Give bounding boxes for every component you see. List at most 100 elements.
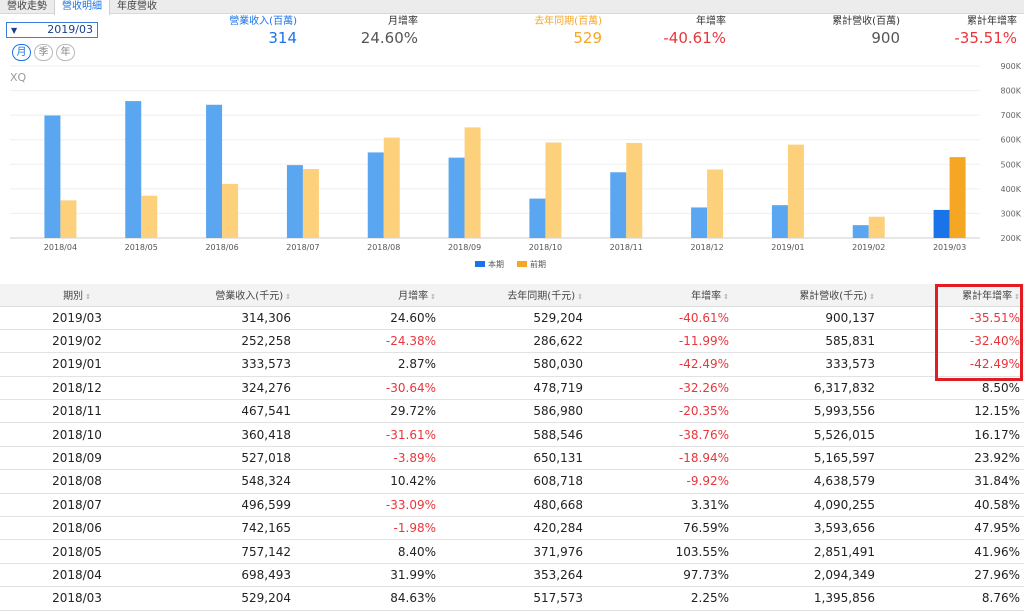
- table-cell: 2018/09: [0, 446, 130, 471]
- table-cell: 2,094,349: [731, 563, 877, 588]
- table-cell: 2018/04: [0, 563, 130, 588]
- column-header-label: 年增率: [691, 291, 722, 303]
- bar-previous: [383, 137, 400, 238]
- column-header[interactable]: 月增率 ⇕: [293, 284, 438, 307]
- bar-previous: [949, 157, 966, 238]
- table-cell: 286,622: [438, 329, 585, 354]
- table-cell: -42.49%: [585, 352, 731, 377]
- table-cell: 2019/03: [0, 306, 130, 330]
- metric-last-year: 去年同期(百萬) 529: [510, 16, 602, 48]
- column-header[interactable]: 去年同期(千元) ⇕: [438, 284, 585, 307]
- bar-current: [206, 104, 223, 238]
- metric-mom: 月增率 24.60%: [335, 16, 418, 48]
- x-tick-label: 2019/02: [852, 243, 885, 252]
- table-cell: 97.73%: [585, 563, 731, 588]
- table-cell: -31.61%: [293, 422, 438, 447]
- table-row: 2018/12 324,276 -30.64% 478,719 -32.26% 6,317…: [0, 376, 1024, 401]
- sort-icon[interactable]: ⇕: [723, 293, 729, 302]
- table-cell: 8.40%: [293, 539, 438, 564]
- metric-revenue: 營業收入(百萬) 314: [215, 16, 297, 48]
- table-cell: 31.99%: [293, 563, 438, 588]
- column-header[interactable]: 累計年增率 ⇕: [877, 284, 1024, 307]
- tab-revenue-detail[interactable]: 營收明細: [54, 0, 110, 15]
- tab-bar: 營收走勢 營收明細 年度營收: [0, 0, 1024, 15]
- table-cell: 742,165: [130, 516, 293, 541]
- y-tick-label: 800K: [1000, 87, 1021, 96]
- table-cell: 360,418: [130, 422, 293, 447]
- table-cell: 333,573: [731, 352, 877, 377]
- range-year-button[interactable]: 年: [56, 44, 75, 61]
- table-cell: 2,851,491: [731, 539, 877, 564]
- bar-previous: [626, 142, 643, 238]
- sort-icon[interactable]: ⇕: [577, 293, 583, 302]
- revenue-table: 期別 ⇕ 營業收入(千元) ⇕ 月增率 ⇕ 去年同期(千元) ⇕ 年增率 ⇕ 累計營收(千元) ⇕ 累計…: [0, 284, 1024, 611]
- bar-current: [367, 152, 384, 238]
- bar-previous: [868, 216, 885, 238]
- table-cell: 585,831: [731, 329, 877, 354]
- sort-icon[interactable]: ⇕: [85, 293, 91, 302]
- sort-icon[interactable]: ⇕: [430, 293, 436, 302]
- sort-icon[interactable]: ⇕: [285, 293, 291, 302]
- tab-annual-revenue[interactable]: 年度營收: [117, 1, 157, 12]
- range-selector: 月 季 年: [12, 44, 75, 61]
- bar-current: [852, 225, 869, 238]
- column-header[interactable]: 累計營收(千元) ⇕: [731, 284, 877, 307]
- table-cell: 84.63%: [293, 586, 438, 611]
- range-month-button[interactable]: 月: [12, 44, 31, 61]
- column-header[interactable]: 期別 ⇕: [0, 284, 130, 307]
- bar-current: [933, 209, 950, 238]
- metric-yoy-label: 年增率: [696, 16, 726, 27]
- table-cell: -32.40%: [877, 329, 1024, 354]
- table-cell: -3.89%: [293, 446, 438, 471]
- bar-previous: [141, 195, 158, 238]
- period-dropdown[interactable]: ▼ 2019/03: [6, 22, 98, 38]
- table-row: 2018/05 757,142 8.40% 371,976 103.55% 2,851,4…: [0, 539, 1024, 564]
- range-quarter-button[interactable]: 季: [34, 44, 53, 61]
- metric-cumulative-value: 900: [871, 29, 900, 47]
- table-cell: 2018/12: [0, 376, 130, 401]
- bar-current: [44, 115, 61, 238]
- column-header[interactable]: 營業收入(千元) ⇕: [130, 284, 293, 307]
- table-row: 2018/04 698,493 31.99% 353,264 97.73% 2,094,3…: [0, 563, 1024, 588]
- table-cell: 2018/03: [0, 586, 130, 611]
- column-header-label: 月增率: [398, 291, 429, 303]
- table-cell: 900,137: [731, 306, 877, 330]
- y-tick-label: 900K: [1000, 62, 1021, 71]
- table-cell: 23.92%: [877, 446, 1024, 471]
- bar-current: [286, 165, 303, 238]
- x-tick-label: 2018/06: [205, 243, 238, 252]
- table-cell: 8.76%: [877, 586, 1024, 611]
- x-tick-label: 2018/10: [529, 243, 562, 252]
- table-cell: 2018/10: [0, 422, 130, 447]
- table-cell: 103.55%: [585, 539, 731, 564]
- metric-revenue-value: 314: [268, 29, 297, 47]
- table-cell: -30.64%: [293, 376, 438, 401]
- bar-current: [529, 198, 546, 238]
- sort-icon[interactable]: ⇕: [1014, 293, 1020, 302]
- table-cell: 314,306: [130, 306, 293, 330]
- table-row: 2018/11 467,541 29.72% 586,980 -20.35% 5,993,…: [0, 399, 1024, 424]
- table-cell: -40.61%: [585, 306, 731, 330]
- metric-cumulative-label: 累計營收(百萬): [832, 16, 900, 27]
- table-row: 2019/03 314,306 24.60% 529,204 -40.61% 900,13…: [0, 306, 1024, 330]
- table-cell: 2018/06: [0, 516, 130, 541]
- metric-yoy: 年增率 -40.61%: [640, 16, 726, 48]
- table-cell: 527,018: [130, 446, 293, 471]
- tab-revenue-trend[interactable]: 營收走勢: [7, 1, 47, 12]
- table-cell: -33.09%: [293, 493, 438, 518]
- metric-last-year-label: 去年同期(百萬): [534, 16, 602, 27]
- x-tick-label: 2018/08: [367, 243, 400, 252]
- x-tick-label: 2018/07: [286, 243, 319, 252]
- table-cell: 324,276: [130, 376, 293, 401]
- chevron-down-icon: ▼: [11, 26, 18, 35]
- bar-previous: [707, 169, 724, 238]
- y-tick-label: 500K: [1000, 160, 1021, 169]
- y-tick-label: 700K: [1000, 111, 1021, 120]
- table-cell: 12.15%: [877, 399, 1024, 424]
- sort-icon[interactable]: ⇕: [869, 293, 875, 302]
- legend-label: 前期: [530, 259, 546, 269]
- table-cell: 529,204: [438, 306, 585, 330]
- table-header-row: 期別 ⇕ 營業收入(千元) ⇕ 月增率 ⇕ 去年同期(千元) ⇕ 年增率 ⇕ 累計營收(千元) ⇕ 累計…: [0, 284, 1024, 307]
- table-cell: 517,573: [438, 586, 585, 611]
- column-header[interactable]: 年增率 ⇕: [585, 284, 731, 307]
